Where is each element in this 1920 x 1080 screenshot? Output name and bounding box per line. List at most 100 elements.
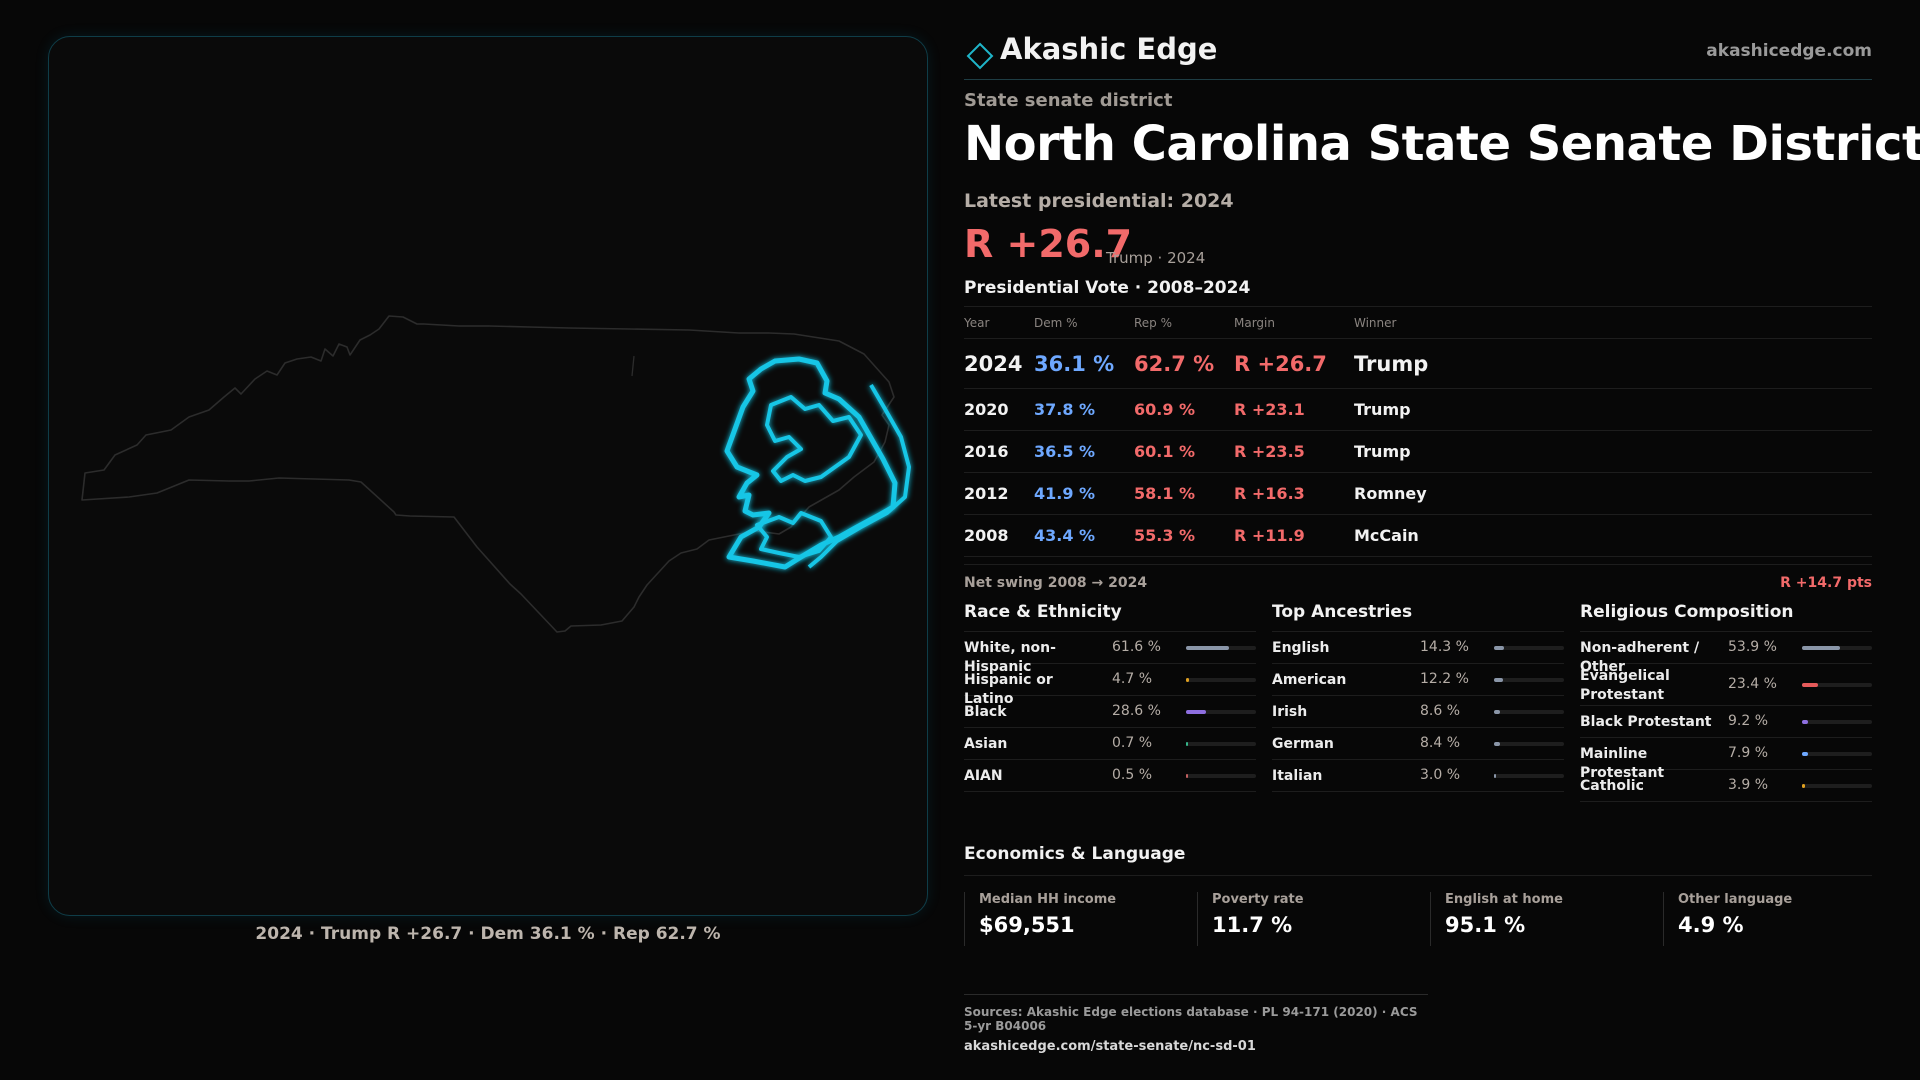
item-label: Evangelical Protestant (1580, 668, 1670, 703)
bar-track (1186, 774, 1256, 778)
item-label: German (1272, 736, 1334, 752)
bar-fill (1802, 683, 1819, 687)
table-row: 2020 37.8 % 60.9 % R +23.1 Trump (964, 389, 1872, 431)
item-label: Black Protestant (1580, 714, 1712, 730)
district-lower-inlet (755, 511, 833, 559)
district-sound-inlet (765, 395, 863, 483)
item-label: White, non-Hispanic (964, 640, 1056, 675)
stat-label: Poverty rate (1212, 892, 1304, 907)
bar-fill (1802, 646, 1840, 650)
cell-margin: R +16.3 (1234, 484, 1305, 503)
district-outline[interactable] (724, 356, 898, 570)
cell-margin: R +11.9 (1234, 526, 1305, 545)
stat-value: 11.7 % (1212, 913, 1293, 937)
stat-value: 95.1 % (1445, 913, 1526, 937)
list-item: Catholic 3.9 % (1580, 770, 1872, 802)
bar-fill (1494, 710, 1501, 714)
cell-year: 2016 (964, 442, 1009, 461)
table-row: 2024 36.1 % 62.7 % R +26.7 Trump (964, 339, 1872, 389)
item-label: American (1272, 672, 1347, 688)
bar-fill (1186, 742, 1188, 746)
item-percent: 8.6 % (1420, 703, 1461, 719)
swing-label: Net swing 2008 → 2024 (964, 575, 1148, 591)
item-label: Non-adherent / Other (1580, 640, 1700, 675)
cell-winner: Trump (1354, 352, 1429, 376)
bar-track (1186, 742, 1256, 746)
item-label: Asian (964, 736, 1008, 752)
economics-title: Economics & Language (964, 844, 1872, 876)
item-percent: 3.0 % (1420, 767, 1461, 783)
bar-fill (1802, 752, 1808, 756)
cell-year: 2012 (964, 484, 1009, 503)
stat-value: $69,551 (979, 913, 1075, 937)
cell-winner: Trump (1354, 442, 1411, 461)
page-url[interactable]: akashicedge.com/state-senate/nc-sd-01 (964, 1039, 1256, 1054)
list-item: English 14.3 % (1272, 632, 1564, 664)
list-item: German 8.4 % (1272, 728, 1564, 760)
item-label: English (1272, 640, 1330, 656)
cell-winner: Romney (1354, 484, 1427, 503)
list-item: Hispanic or Latino 4.7 % (964, 664, 1256, 707)
item-label: AIAN (964, 768, 1003, 784)
brand-url[interactable]: akashicedge.com (1706, 41, 1872, 61)
bar-track (1802, 720, 1872, 724)
item-percent: 8.4 % (1420, 735, 1461, 751)
item-percent: 3.9 % (1728, 777, 1769, 793)
map-panel[interactable] (48, 36, 928, 916)
net-swing: Net swing 2008 → 2024 R +14.7 pts (964, 564, 1872, 594)
item-label: Mainline Protestant (1580, 746, 1665, 781)
swing-value: R +14.7 pts (1780, 575, 1872, 591)
latest-presidential: Latest presidential: 2024 (964, 190, 1234, 212)
district-map[interactable] (49, 37, 929, 917)
bar-fill (1802, 720, 1809, 724)
table-row: 2016 36.5 % 60.1 % R +23.5 Trump (964, 431, 1872, 473)
cell-dem: 43.4 % (1034, 526, 1096, 545)
cell-rep: 55.3 % (1134, 526, 1196, 545)
item-label: Black (964, 704, 1007, 720)
bar-track (1494, 710, 1564, 714)
cell-dem: 36.1 % (1034, 352, 1115, 376)
item-percent: 7.9 % (1728, 745, 1769, 761)
cell-dem: 36.5 % (1034, 442, 1096, 461)
cell-rep: 60.9 % (1134, 400, 1196, 419)
table-row: 2012 41.9 % 58.1 % R +16.3 Romney (964, 473, 1872, 515)
list-item: White, non-Hispanic 61.6 % (964, 632, 1256, 675)
bar-track (1802, 752, 1872, 756)
item-percent: 0.5 % (1112, 767, 1153, 783)
cell-rep: 58.1 % (1134, 484, 1196, 503)
list-item: Black Protestant 9.2 % (1580, 706, 1872, 738)
item-label: Hispanic or Latino (964, 672, 1053, 707)
item-percent: 53.9 % (1728, 639, 1777, 655)
econ-stat: English at home 95.1 % (1430, 892, 1648, 946)
list-item: AIAN 0.5 % (964, 760, 1256, 792)
cell-margin: R +23.1 (1234, 400, 1305, 419)
list-item: Italian 3.0 % (1272, 760, 1564, 792)
cell-dem: 41.9 % (1034, 484, 1096, 503)
item-percent: 0.7 % (1112, 735, 1153, 751)
brand-header: Akashic Edge akashicedge.com (964, 28, 1872, 80)
bar-track (1802, 784, 1872, 788)
bar-track (1494, 646, 1564, 650)
bar-fill (1494, 678, 1503, 682)
list-item: Non-adherent / Other 53.9 % (1580, 632, 1872, 675)
sources-text: Sources: Akashic Edge elections database… (964, 1005, 1418, 1033)
item-percent: 23.4 % (1728, 676, 1777, 692)
bar-track (1186, 678, 1256, 682)
item-percent: 28.6 % (1112, 703, 1161, 719)
col-rep: Rep % (1134, 316, 1173, 330)
item-percent: 14.3 % (1420, 639, 1469, 655)
cell-margin: R +26.7 (1234, 352, 1327, 376)
latest-winner: Trump · 2024 (1106, 249, 1206, 267)
list-item: Asian 0.7 % (964, 728, 1256, 760)
item-percent: 12.2 % (1420, 671, 1469, 687)
col-winner: Winner (1354, 316, 1397, 330)
stat-label: Other language (1678, 892, 1793, 907)
bar-track (1494, 678, 1564, 682)
table-header: Year Dem % Rep % Margin Winner (964, 307, 1872, 339)
detail-panel: Akashic Edge akashicedge.com State senat… (964, 0, 1920, 1080)
table-row: 2008 43.4 % 55.3 % R +11.9 McCain (964, 515, 1872, 557)
presidential-table: Year Dem % Rep % Margin Winner 2024 36.1 … (964, 306, 1872, 557)
cell-winner: McCain (1354, 526, 1419, 545)
cell-year: 2024 (964, 352, 1023, 376)
bar-track (1186, 710, 1256, 714)
